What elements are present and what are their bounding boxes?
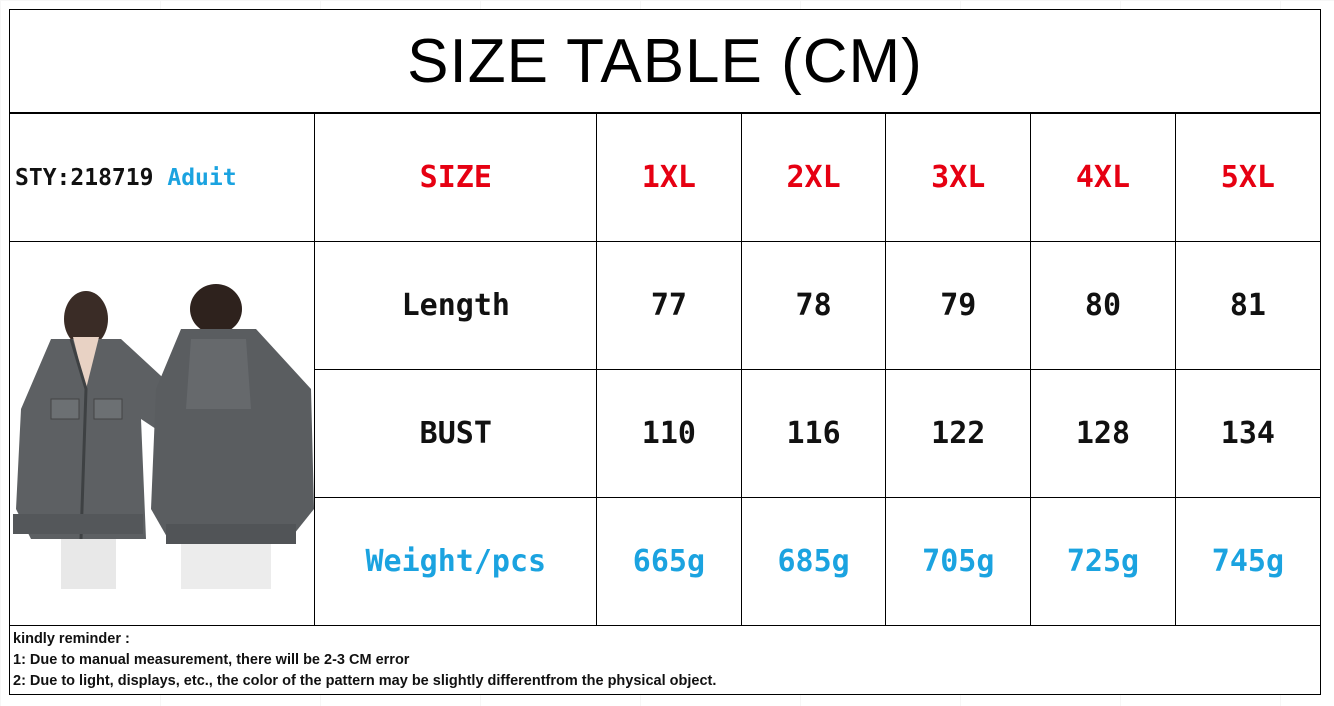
size-table: STY:218719 Aduit SIZE 1XL 2XL 3XL 4XL 5X… [10,113,1320,626]
jacket-photo [10,278,314,589]
row-label-length: Length [314,241,598,370]
size-1xl: 1XL [596,113,742,242]
cell-length-1xl: 77 [596,241,742,370]
cell-length-2xl: 78 [740,241,887,370]
style-number: STY:218719 [15,164,154,191]
cell-bust-2xl: 116 [740,369,887,498]
cell-weight-3xl: 705g [885,497,1032,626]
row-label-weight: Weight/pcs [314,497,598,626]
cell-length-3xl: 79 [885,241,1032,370]
size-table-sheet: SIZE TABLE (CM) STY:218719 Aduit SIZE 1X… [9,9,1321,695]
cell-weight-2xl: 685g [740,497,887,626]
cell-weight-5xl: 745g [1174,497,1320,626]
size-4xl: 4XL [1030,113,1176,242]
style-cell: STY:218719 Aduit [10,113,316,242]
row-label-bust: BUST [314,369,598,498]
cell-length-5xl: 81 [1174,241,1320,370]
cell-weight-4xl: 725g [1030,497,1176,626]
cell-length-4xl: 80 [1030,241,1176,370]
cell-bust-3xl: 122 [885,369,1032,498]
header-row: STY:218719 Aduit SIZE 1XL 2XL 3XL 4XL 5X… [10,113,1320,242]
cell-bust-1xl: 110 [596,369,742,498]
table-row-bust: BUST 110 116 122 128 134 [10,369,1320,498]
size-header: SIZE [314,113,598,242]
size-5xl: 5XL [1174,113,1320,242]
reminder-line-2: 2: Due to light, displays, etc., the col… [13,673,717,689]
product-image [10,241,316,626]
reminder-line-1: 1: Due to manual measurement, there will… [13,652,410,668]
kindly-reminder: kindly reminder : 1: Due to manual measu… [10,625,1320,696]
cell-bust-5xl: 134 [1174,369,1320,498]
size-3xl: 3XL [885,113,1032,242]
table-row-weight: Weight/pcs 665g 685g 705g 725g 745g [10,497,1320,626]
size-2xl: 2XL [740,113,887,242]
cell-weight-1xl: 665g [596,497,742,626]
cell-bust-4xl: 128 [1030,369,1176,498]
page-title: SIZE TABLE (CM) [10,10,1320,113]
style-tag: Aduit [167,164,237,191]
reminder-heading: kindly reminder : [13,631,130,647]
table-row-length: Length 77 78 79 80 81 [10,241,1320,626]
